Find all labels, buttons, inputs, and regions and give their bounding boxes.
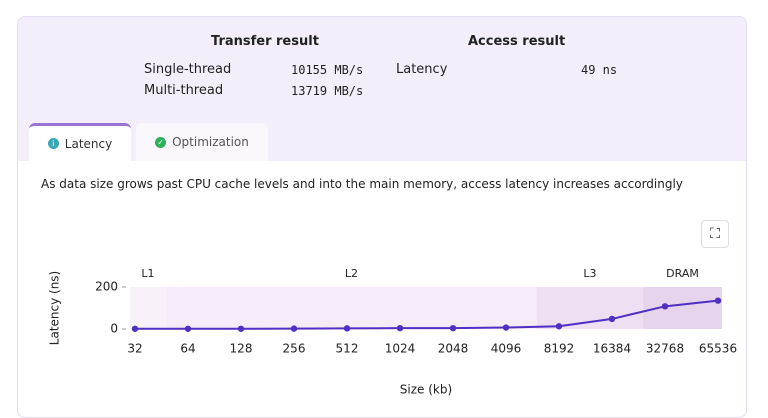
region-label: L2 bbox=[345, 267, 358, 280]
data-point bbox=[184, 325, 192, 332]
data-point bbox=[237, 325, 245, 332]
x-tick-label: 16384 bbox=[593, 342, 631, 356]
latency-label: Latency bbox=[396, 62, 448, 77]
regions bbox=[130, 287, 722, 329]
x-tick-label: 128 bbox=[230, 342, 253, 356]
x-tick-label: 32768 bbox=[646, 342, 684, 356]
region-band bbox=[166, 287, 538, 329]
region-band bbox=[130, 287, 167, 329]
data-point bbox=[714, 297, 722, 304]
data-point bbox=[290, 325, 298, 332]
row-value: 10155 MB/s bbox=[291, 63, 364, 77]
data-point bbox=[661, 303, 669, 310]
access-title: Access result bbox=[468, 34, 566, 49]
data-point bbox=[555, 323, 563, 330]
data-point bbox=[343, 325, 351, 332]
data-point bbox=[608, 315, 616, 323]
transfer-title: Transfer result bbox=[211, 34, 319, 49]
x-tick-label: 65536 bbox=[699, 342, 737, 356]
x-tick-label: 2048 bbox=[438, 342, 469, 356]
x-tick-label: 8192 bbox=[544, 342, 575, 356]
region-label: L3 bbox=[583, 267, 596, 280]
tab-label: Latency bbox=[64, 136, 113, 151]
latency-value: 49 ns bbox=[581, 63, 618, 77]
latency-line bbox=[135, 299, 719, 330]
x-axis-label: Size (kb) bbox=[400, 383, 452, 397]
region-label: DRAM bbox=[666, 267, 699, 280]
description: As data size grows past CPU cache levels… bbox=[41, 177, 683, 191]
y-tick-label: 200 bbox=[95, 280, 118, 294]
x-tick-label: 1024 bbox=[385, 342, 416, 356]
row-label: Single-thread bbox=[144, 62, 232, 77]
data-point bbox=[502, 324, 510, 331]
data-point bbox=[396, 324, 404, 332]
data-point bbox=[131, 325, 139, 332]
x-tick-label: 256 bbox=[283, 342, 306, 356]
y-tick-label: 0 bbox=[110, 322, 118, 336]
x-tick-label: 64 bbox=[180, 342, 195, 356]
tab-latency[interactable]: i Latency bbox=[29, 123, 131, 161]
row-value: 13719 MB/s bbox=[291, 84, 364, 98]
tab-optimization[interactable]: ✓ Optimization bbox=[136, 123, 268, 161]
x-tick-label: 512 bbox=[336, 342, 359, 356]
expand-button[interactable]: ⛶ bbox=[701, 220, 729, 248]
row-label: Multi-thread bbox=[144, 83, 224, 98]
region-label: L1 bbox=[141, 267, 154, 280]
y-axis-label: Latency (ns) bbox=[48, 271, 62, 345]
x-tick-label: 32 bbox=[127, 342, 142, 356]
x-tick-label: 4096 bbox=[491, 342, 522, 356]
data-point bbox=[449, 324, 457, 332]
info-icon: i bbox=[47, 138, 59, 149]
result-card: Transfer result Access result Single-thr… bbox=[17, 16, 747, 418]
tab-label: Optimization bbox=[172, 135, 249, 149]
check-icon: ✓ bbox=[155, 136, 167, 148]
